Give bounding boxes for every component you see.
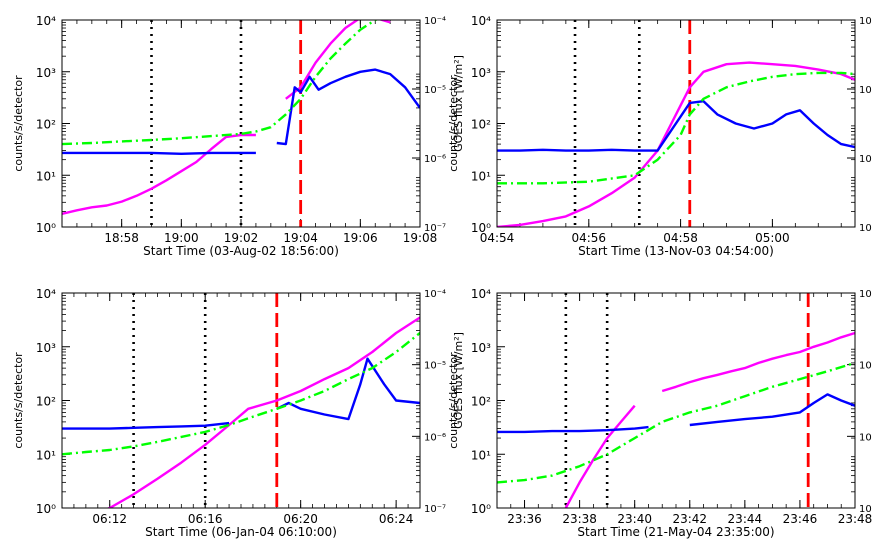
x-axis-label: Start Time (06-Jan-04 06:10:00) (145, 525, 337, 539)
blue-series-line (62, 421, 230, 430)
green-goes-series-line (497, 361, 855, 484)
data-area (497, 20, 855, 227)
x-tick-label: 19:00 (164, 231, 199, 245)
y-right-tick-label: 10⁻⁷ (859, 504, 872, 515)
y-tick-label: 10⁴ (36, 14, 56, 28)
y-right-tick-label: 10⁻⁴ (424, 289, 446, 300)
magenta-series-line (564, 404, 636, 508)
y-axis-label: counts/s/detector (447, 75, 460, 172)
blue-series-line (62, 151, 256, 155)
green-goes-series-line (497, 71, 855, 185)
x-tick-label: 06:12 (92, 512, 127, 526)
y-tick-label: 10¹ (36, 448, 56, 462)
y-tick-label: 10² (471, 118, 491, 132)
x-tick-label: 05:00 (755, 231, 790, 245)
magenta-series-line (285, 20, 391, 100)
y-tick-label: 10⁴ (36, 287, 56, 301)
x-tick-label: 23:48 (838, 512, 872, 526)
y-right-tick-label: 10⁻⁵ (424, 85, 446, 96)
y-right-tick-label: 10⁻⁶ (859, 432, 872, 443)
x-tick-label: 04:54 (480, 231, 515, 245)
chart-panel-1: 10⁰ 10¹ 10² 10³ 10⁴ 10⁻⁷ 10⁻⁶ 10⁻⁵ 10⁻⁴ 18:58 19:0… (12, 14, 465, 258)
y-right-tick-label: 10⁻⁵ (424, 361, 446, 372)
magenta-series-line (62, 133, 256, 215)
data-area (62, 293, 420, 508)
plot-frame (61, 19, 421, 228)
y-tick-label: 10² (36, 395, 56, 409)
y-tick-label: 10² (36, 118, 56, 132)
x-tick-label: 06:16 (188, 512, 223, 526)
y-right-tick-label: 10⁻⁴ (859, 16, 872, 27)
y-right-tick-label: 10⁻⁷ (859, 223, 872, 234)
y-right-tick-label: 10⁻⁵ (859, 361, 872, 372)
y-right-tick-label: 10⁻⁶ (424, 432, 446, 443)
y-right-tick-label: 10⁻⁷ (424, 504, 446, 515)
data-area (62, 20, 420, 227)
y-tick-label: 10³ (471, 66, 491, 80)
x-tick-label: 04:56 (571, 231, 606, 245)
y-tick-label: 10¹ (471, 448, 491, 462)
data-area (497, 293, 855, 508)
x-tick-label: 19:04 (283, 231, 318, 245)
plot-frame (496, 292, 856, 509)
chart-panel-2: 10⁰ 10¹ 10² 10³ 10⁴ 10⁻⁷ 10⁻⁶ 10⁻⁵ 10⁻⁴ 04:54 04:5… (447, 14, 872, 258)
x-tick-label: 19:08 (403, 231, 438, 245)
blue-series-line (497, 425, 649, 434)
x-tick-label: 19:02 (224, 231, 259, 245)
magenta-series-line (661, 331, 855, 393)
x-axis-label: Start Time (21-May-04 23:35:00) (577, 525, 774, 539)
y-tick-label: 10¹ (471, 169, 491, 183)
x-tick-label: 23:44 (728, 512, 763, 526)
y-axis-label: counts/s/detector (447, 352, 460, 449)
y-tick-label: 10⁴ (471, 287, 491, 301)
x-tick-label: 18:58 (104, 231, 139, 245)
x-tick-label: 23:40 (617, 512, 652, 526)
x-tick-label: 19:06 (343, 231, 378, 245)
x-tick-label: 23:38 (562, 512, 597, 526)
y-tick-label: 10³ (471, 341, 491, 355)
y-tick-label: 10⁰ (471, 221, 491, 235)
y-right-tick-label: 10⁻⁶ (859, 154, 872, 165)
y-tick-label: 10⁰ (36, 221, 56, 235)
y-right-tick-label: 10⁻⁵ (859, 85, 872, 96)
y-right-axis-label: GOES flux [W/m²] (452, 332, 465, 429)
x-axis-label: Start Time (13-Nov-03 04:54:00) (578, 244, 774, 258)
green-goes-series-line (62, 332, 420, 456)
y-tick-label: 10¹ (36, 169, 56, 183)
blue-series-line (276, 68, 420, 146)
magenta-series-line (106, 316, 420, 508)
blue-series-line (276, 357, 420, 421)
x-tick-label: 23:42 (672, 512, 707, 526)
y-axis-label: counts/s/detector (12, 75, 25, 172)
x-tick-label: 06:20 (283, 512, 318, 526)
chart-panel-4: 10⁰ 10¹ 10² 10³ 10⁴ 10⁻⁷ 10⁻⁶ 10⁻⁵ 10⁻⁴ 23:36 23:3… (447, 287, 872, 539)
y-tick-label: 10⁴ (471, 14, 491, 28)
magenta-series-line (497, 61, 855, 227)
x-tick-label: 06:24 (379, 512, 414, 526)
y-tick-label: 10⁰ (471, 502, 491, 516)
blue-series-line (689, 393, 855, 427)
plot-frame (496, 19, 856, 228)
y-tick-label: 10³ (36, 66, 56, 80)
y-right-tick-label: 10⁻⁴ (424, 16, 446, 27)
x-tick-label: 23:36 (507, 512, 542, 526)
plot-frame (61, 292, 421, 509)
y-tick-label: 10³ (36, 341, 56, 355)
y-right-axis-label: GOES flux [W/m²] (452, 55, 465, 152)
x-axis-label: Start Time (03-Aug-02 18:56:00) (143, 244, 339, 258)
y-right-tick-label: 10⁻⁶ (424, 154, 446, 165)
blue-series-line (497, 100, 855, 152)
y-right-tick-label: 10⁻⁴ (859, 289, 872, 300)
x-tick-label: 04:58 (663, 231, 698, 245)
y-right-tick-label: 10⁻⁷ (424, 223, 446, 234)
y-axis-label: counts/s/detector (12, 352, 25, 449)
x-tick-label: 23:46 (783, 512, 818, 526)
chart-panel-3: 10⁰ 10¹ 10² 10³ 10⁴ 10⁻⁷ 10⁻⁶ 10⁻⁵ 10⁻⁴ 06:12 06:1… (12, 287, 465, 539)
green-goes-series-line (62, 20, 378, 146)
y-tick-label: 10² (471, 395, 491, 409)
y-tick-label: 10⁰ (36, 502, 56, 516)
